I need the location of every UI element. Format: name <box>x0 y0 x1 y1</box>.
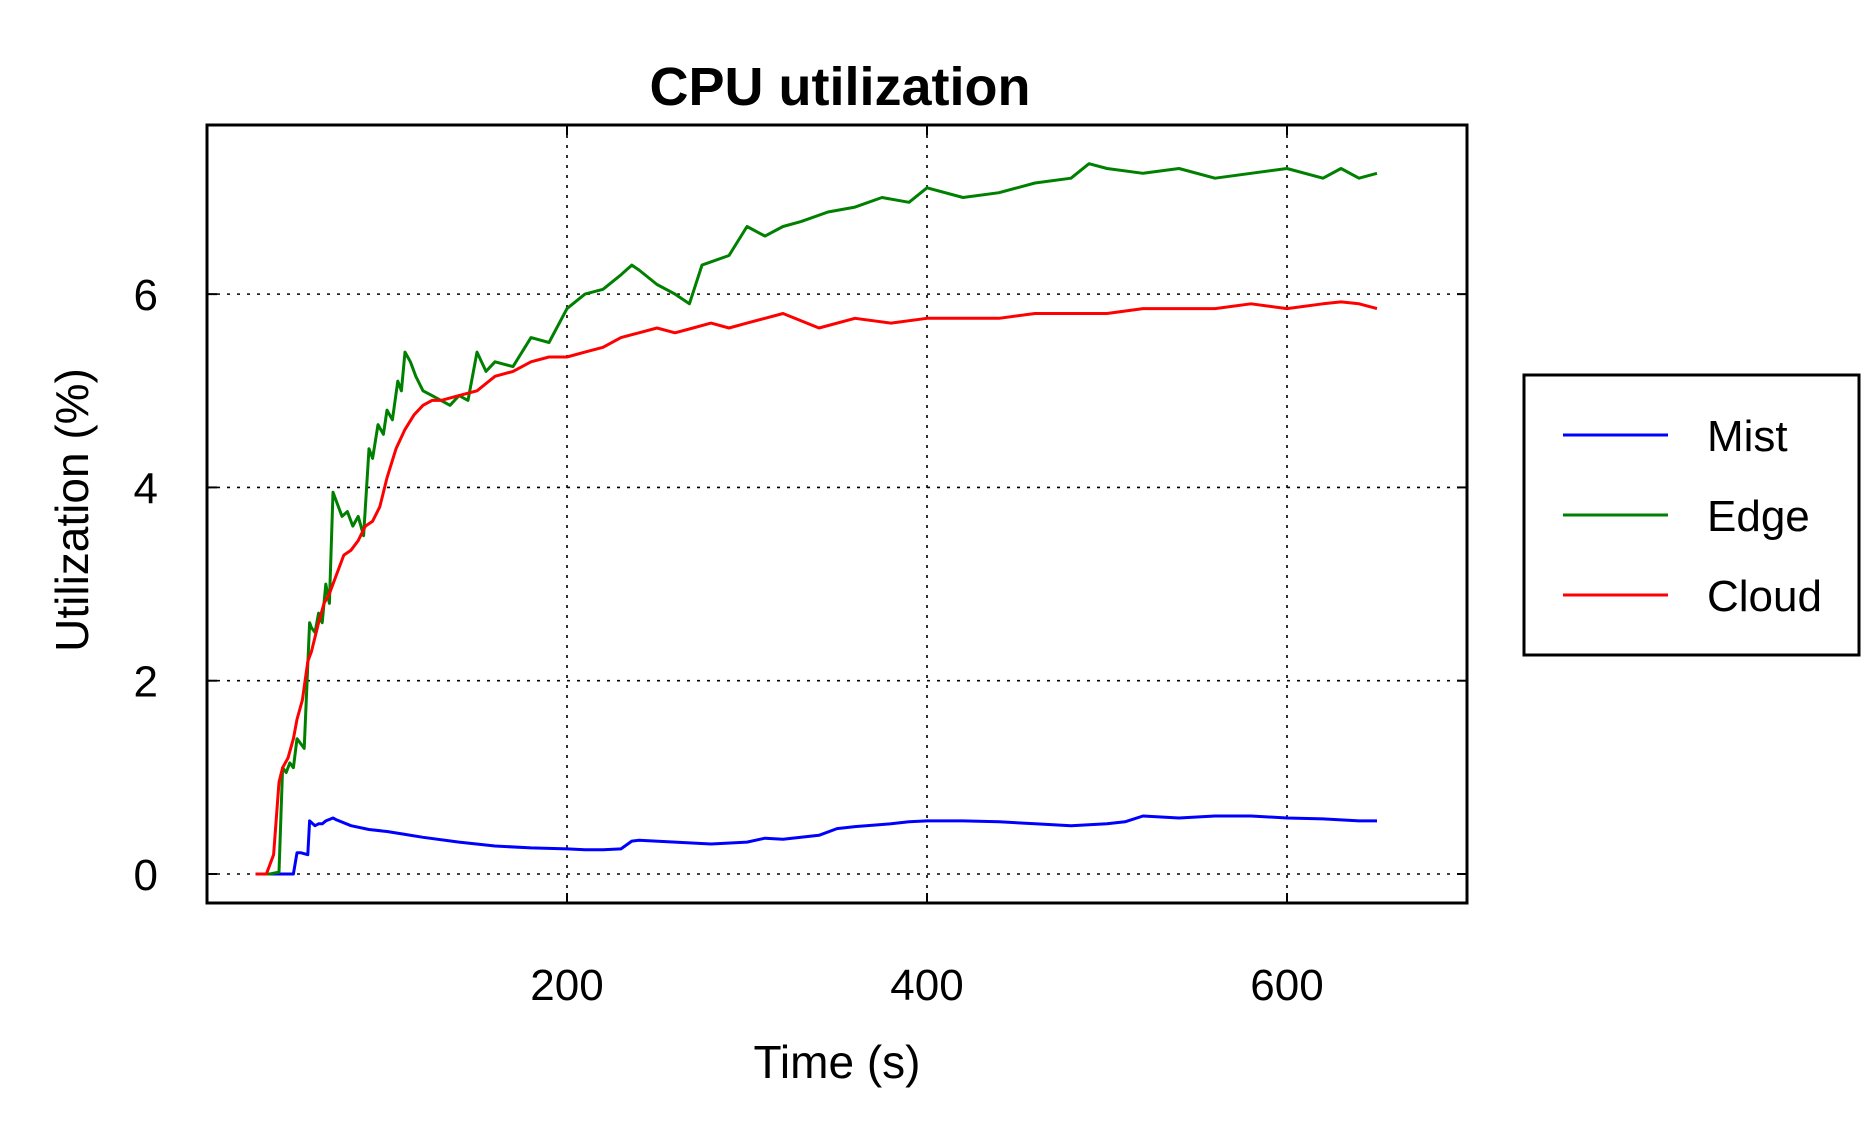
legend-box <box>1522 373 1861 657</box>
legend: Mist Edge Cloud <box>1522 373 1861 657</box>
series-line-cloud <box>255 300 1378 876</box>
y-tick-label: 2 <box>134 658 158 707</box>
axis-ticks: 200 400 600 0 2 4 6 <box>134 125 1467 1010</box>
y-tick-label: 4 <box>134 464 158 513</box>
y-tick-label: 6 <box>134 271 158 320</box>
legend-label-cloud: Cloud <box>1707 572 1822 621</box>
legend-label-mist: Mist <box>1707 412 1788 461</box>
y-tick-label: 0 <box>134 851 158 900</box>
y-axis-label: Utilization (%) <box>46 368 98 652</box>
x-tick-label: 600 <box>1250 961 1323 1010</box>
x-tick-label: 400 <box>890 961 963 1010</box>
legend-label-edge: Edge <box>1707 492 1810 541</box>
x-tick-label: 200 <box>530 961 603 1010</box>
x-axis-label: Time (s) <box>754 1036 921 1088</box>
grid-lines <box>207 125 1467 903</box>
chart-title: CPU utilization <box>650 57 1031 117</box>
plot-frame <box>205 123 1469 905</box>
series-line-edge <box>255 162 1378 876</box>
series-line-mist <box>255 814 1377 876</box>
series-layer <box>255 162 1378 876</box>
